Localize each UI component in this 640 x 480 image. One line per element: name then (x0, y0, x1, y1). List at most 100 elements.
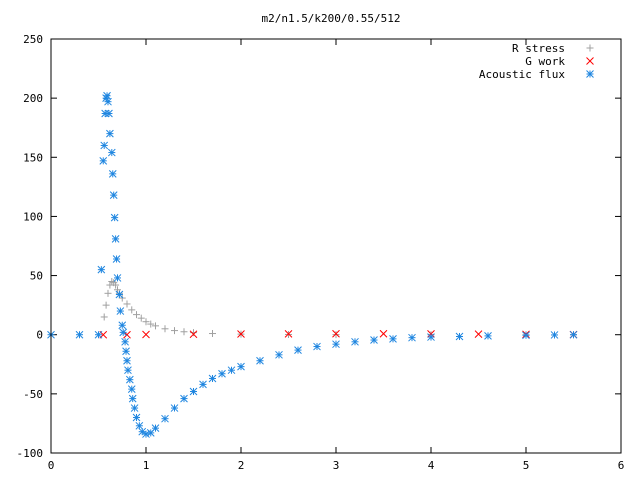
point-2-25 (123, 356, 131, 365)
point-0-1 (102, 301, 110, 309)
point-2-34 (142, 430, 150, 438)
point-2-5 (100, 141, 109, 150)
x-tick-label-3: 3 (333, 459, 340, 472)
point-0-0 (100, 313, 108, 321)
point-2-36 (151, 424, 160, 433)
point-2-9 (104, 97, 112, 106)
chart-title: m2/n1.5/k200/0.55/512 (261, 12, 400, 25)
y-tick-label-3: 50 (30, 270, 43, 283)
point-1-9 (474, 330, 483, 338)
point-2-28 (127, 385, 136, 393)
point-2-26 (124, 366, 132, 375)
legend-marker-1 (586, 57, 594, 65)
point-0-20 (190, 329, 197, 337)
series-0 (100, 277, 577, 339)
point-2-50 (332, 340, 340, 349)
point-2-30 (130, 404, 139, 412)
point-2-22 (119, 328, 128, 337)
point-2-29 (128, 394, 137, 403)
point-0-6 (112, 281, 120, 289)
x-tick-label-6: 6 (618, 459, 625, 472)
point-2-43 (218, 369, 226, 378)
point-1-7 (379, 329, 388, 338)
point-2-49 (313, 342, 321, 351)
point-0-24 (332, 331, 340, 339)
axis-ticks: 0 1 2 3 4 5 6 -100 -50 0 50 100 150 200 250 (17, 33, 625, 472)
point-2-23 (121, 337, 129, 346)
point-2-58 (522, 331, 530, 340)
legend-marker-0 (586, 44, 594, 52)
point-2-20 (116, 307, 125, 315)
point-2-53 (389, 335, 397, 343)
point-2-17 (112, 255, 121, 263)
point-0-18 (171, 327, 178, 335)
point-0-10 (123, 300, 131, 308)
point-2-24 (122, 347, 130, 356)
point-0-11 (128, 306, 136, 314)
legend-label-0: R stress (512, 42, 565, 55)
point-1-6 (332, 329, 340, 338)
point-2-48 (294, 346, 302, 354)
y-tick-label-2: 0 (36, 329, 43, 342)
x-tick-label-2: 2 (238, 459, 245, 472)
point-0-16 (152, 322, 159, 330)
point-0-21 (209, 330, 216, 338)
point-2-47 (275, 350, 283, 359)
legend-label-1: G work (525, 55, 565, 68)
point-2-12 (107, 148, 116, 157)
point-2-55 (427, 333, 435, 341)
x-tick-label-0: 0 (48, 459, 55, 472)
point-1-5 (284, 330, 293, 338)
point-2-11 (106, 129, 114, 138)
point-0-12 (133, 311, 140, 319)
point-2-42 (208, 374, 217, 383)
point-2-6 (101, 109, 110, 118)
point-2-38 (170, 404, 179, 412)
point-2-2 (94, 330, 103, 339)
x-tick-label-5: 5 (523, 459, 530, 472)
legend-marker-2 (586, 70, 594, 78)
point-2-32 (135, 421, 144, 430)
point-0-13 (137, 314, 145, 322)
point-2-14 (109, 191, 118, 199)
point-1-2 (142, 330, 150, 339)
point-2-37 (161, 414, 169, 423)
x-tick-label-4: 4 (428, 459, 435, 472)
point-2-31 (132, 413, 141, 422)
point-2-18 (113, 274, 122, 282)
point-2-39 (180, 394, 188, 403)
x-tick-label-1: 1 (143, 459, 150, 472)
point-2-21 (118, 321, 127, 330)
data-marks (47, 91, 578, 438)
point-2-40 (189, 387, 198, 396)
point-2-44 (227, 366, 236, 375)
point-2-4 (99, 156, 108, 165)
point-2-60 (569, 330, 578, 339)
point-0-2 (104, 289, 112, 297)
point-2-51 (351, 337, 359, 346)
point-2-13 (108, 169, 117, 178)
point-0-15 (147, 320, 155, 328)
point-0-19 (180, 328, 188, 336)
y-tick-label-4: 100 (23, 210, 43, 223)
point-2-10 (105, 109, 113, 118)
point-1-4 (237, 330, 245, 338)
point-2-27 (125, 375, 134, 384)
plot-frame (50, 38, 622, 454)
point-2-1 (75, 330, 84, 339)
point-2-15 (110, 213, 119, 222)
point-0-17 (161, 325, 169, 333)
point-2-45 (237, 362, 245, 371)
point-2-54 (408, 333, 416, 342)
y-tick-label-0: -100 (17, 447, 44, 460)
y-tick-label-5: 150 (23, 151, 43, 164)
point-1-3 (189, 330, 198, 339)
point-2-46 (256, 356, 264, 365)
point-2-57 (484, 332, 492, 340)
point-2-3 (97, 265, 106, 274)
point-0-14 (142, 318, 150, 326)
point-2-41 (199, 380, 207, 389)
y-tick-label-1: -50 (23, 388, 43, 401)
